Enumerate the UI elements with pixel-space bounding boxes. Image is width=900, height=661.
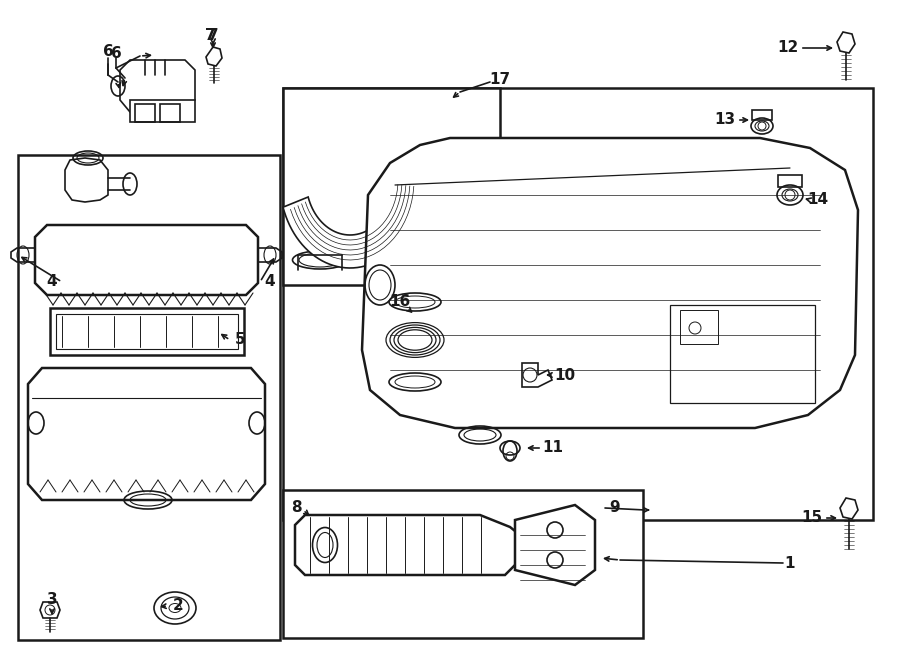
Bar [283,88,500,285]
Text: 17: 17 [490,73,510,87]
Text: 10: 10 [554,368,576,383]
Text: 12: 12 [778,40,798,56]
Bar [56,314,238,349]
Text: 2: 2 [173,598,184,613]
Text: 4: 4 [265,274,275,290]
Polygon shape [35,225,258,295]
Bar [670,305,815,403]
Bar [160,104,180,122]
Text: 4: 4 [47,274,58,290]
Polygon shape [295,515,520,575]
Polygon shape [840,498,858,519]
Text: 5: 5 [235,332,246,348]
Text: 6: 6 [111,46,122,61]
Text: 1: 1 [785,555,796,570]
Text: 7: 7 [204,28,215,42]
Polygon shape [40,602,60,618]
Text: 11: 11 [543,440,563,455]
Bar [680,310,718,344]
Bar [18,155,280,640]
Polygon shape [28,368,265,500]
Bar [130,100,195,122]
Polygon shape [65,158,108,202]
Polygon shape [120,60,195,112]
Polygon shape [362,138,858,428]
Text: 7: 7 [208,28,219,42]
Text: 9: 9 [609,500,620,516]
Bar [135,104,155,122]
Polygon shape [522,363,552,387]
Bar [752,110,772,120]
Polygon shape [837,32,855,53]
Polygon shape [283,182,420,268]
Text: 3: 3 [47,592,58,607]
Text: 8: 8 [291,500,302,514]
Text: 16: 16 [390,295,410,309]
Text: 6: 6 [103,44,113,59]
Bar [50,308,244,355]
Bar [778,175,802,187]
Text: 14: 14 [807,192,829,208]
Text: 13: 13 [715,112,735,128]
Bar [283,490,643,638]
Polygon shape [515,505,595,585]
Polygon shape [206,47,222,66]
Bar [283,88,873,520]
Text: 15: 15 [801,510,823,525]
